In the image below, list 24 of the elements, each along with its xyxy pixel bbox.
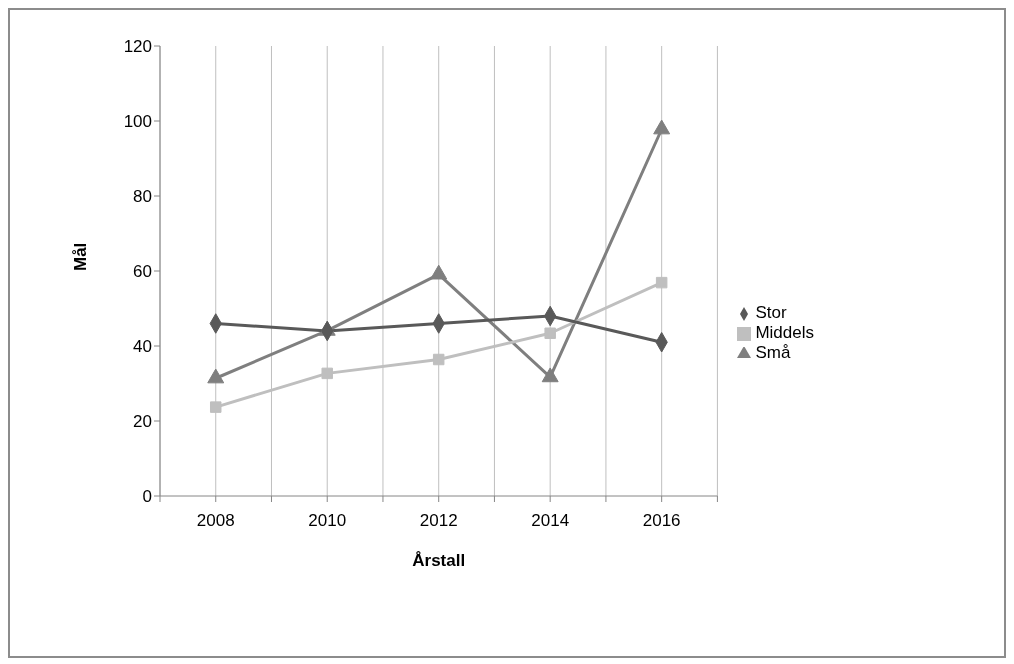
- x-tick-label: 2010: [308, 511, 347, 531]
- point: [430, 264, 448, 280]
- point: [653, 119, 671, 135]
- point: [210, 401, 222, 413]
- point: [432, 353, 445, 366]
- point: [544, 327, 556, 339]
- legend-label: Stor: [755, 303, 787, 322]
- y-tick-label: 20: [133, 412, 152, 432]
- y-tick-label: 40: [133, 337, 152, 357]
- point: [655, 276, 668, 289]
- point: [321, 367, 333, 380]
- y-axis-title: Mål: [71, 242, 91, 271]
- x-tick-label: 2012: [419, 511, 458, 531]
- y-tick-label: 0: [142, 487, 152, 507]
- x-axis-title: Årstall: [412, 551, 466, 570]
- x-tick-label: 2008: [196, 511, 235, 531]
- y-tick-label: 100: [123, 112, 152, 132]
- y-tick-label: 80: [133, 187, 152, 207]
- x-tick-label: 2014: [531, 511, 570, 531]
- x-tick-label: 2016: [642, 511, 681, 531]
- legend-label: Middels: [755, 323, 814, 342]
- y-tick-label: 60: [133, 262, 152, 282]
- legend-label: Små: [755, 343, 791, 362]
- y-tick-label: 120: [123, 37, 152, 57]
